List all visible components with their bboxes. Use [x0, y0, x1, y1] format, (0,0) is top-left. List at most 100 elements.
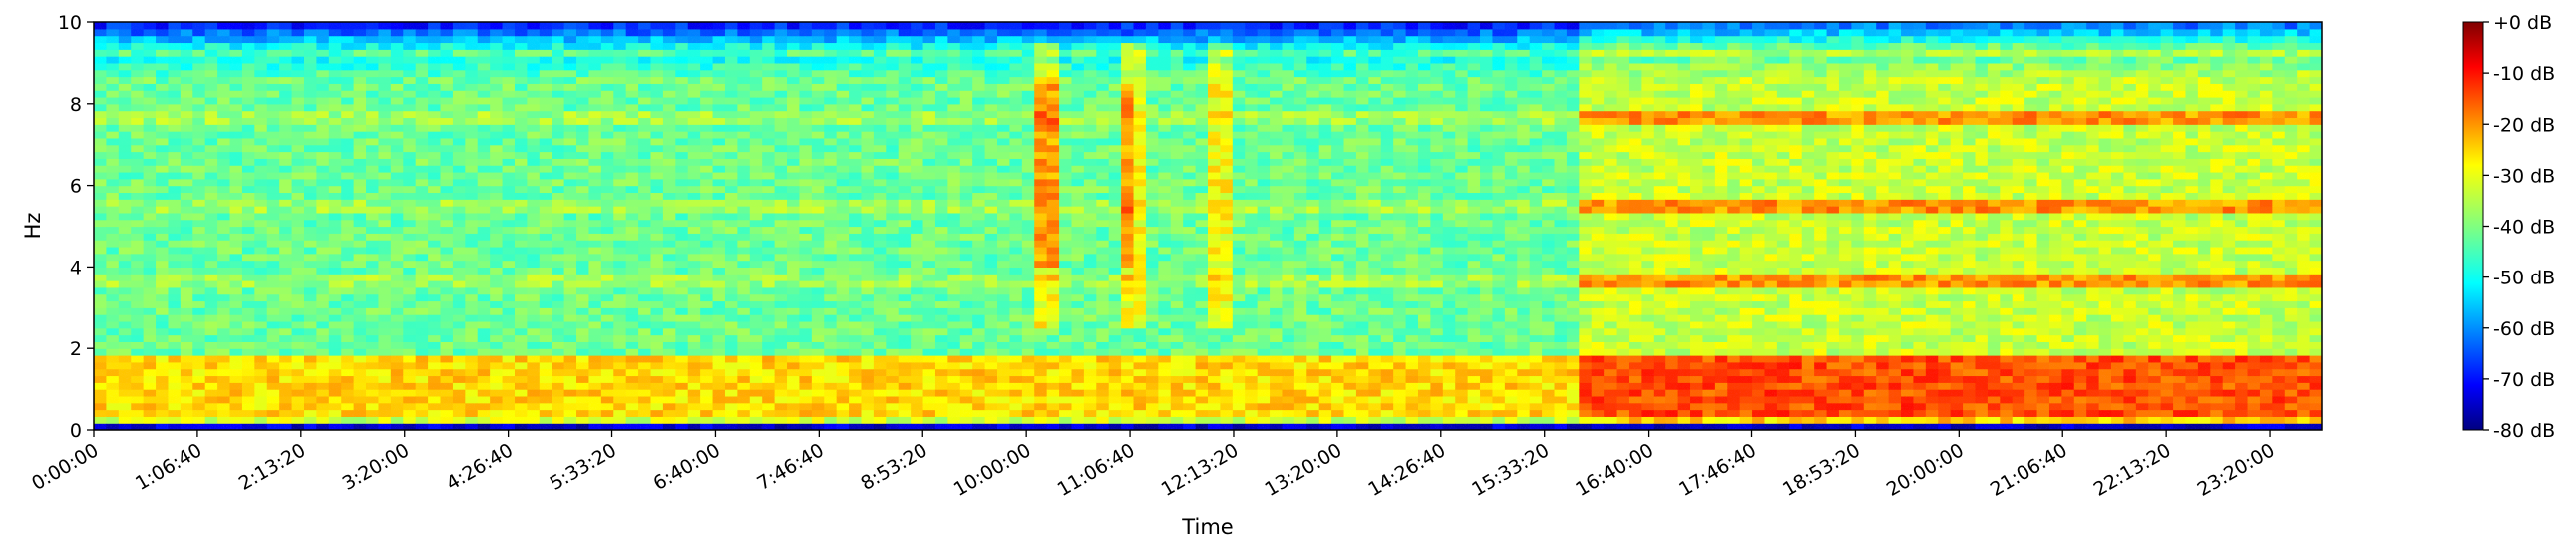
spectrogram-cell	[613, 158, 627, 166]
spectrogram-cell	[502, 280, 516, 288]
spectrogram-cell	[131, 307, 145, 315]
spectrogram-cell	[600, 274, 614, 281]
spectrogram-cell	[947, 35, 961, 44]
spectrogram-cell	[774, 416, 788, 424]
spectrogram-cell	[662, 49, 676, 57]
spectrogram-cell	[539, 192, 552, 200]
spectrogram-cell	[700, 260, 714, 268]
spectrogram-cell	[217, 375, 231, 383]
spectrogram-cell	[1021, 246, 1035, 255]
spectrogram-cell	[353, 334, 367, 342]
spectrogram-cell	[539, 110, 552, 119]
spectrogram-cell	[849, 22, 863, 30]
spectrogram-cell	[959, 361, 973, 370]
spectrogram-cell	[662, 233, 676, 241]
spectrogram-cell	[724, 83, 738, 91]
spectrogram-cell	[143, 124, 157, 132]
spectrogram-cell	[229, 389, 243, 397]
spectrogram-cell	[143, 131, 157, 139]
spectrogram-cell	[576, 423, 590, 430]
spectrogram-cell	[675, 233, 689, 241]
spectrogram-cell	[613, 219, 627, 228]
spectrogram-cell	[959, 35, 973, 44]
spectrogram-cell	[131, 341, 145, 349]
spectrogram-cell	[353, 416, 367, 424]
spectrogram-cell	[403, 307, 417, 315]
spectrogram-cell	[749, 206, 763, 214]
spectrogram-cell	[328, 42, 342, 50]
spectrogram-cell	[700, 382, 714, 390]
spectrogram-cell	[1046, 96, 1060, 105]
spectrogram-cell	[131, 293, 145, 302]
spectrogram-cell	[303, 192, 317, 200]
spectrogram-cell	[465, 110, 479, 119]
spectrogram-cell	[1046, 389, 1060, 397]
spectrogram-cell	[1083, 389, 1097, 397]
spectrogram-cell	[824, 124, 838, 132]
spectrogram-cell	[749, 267, 763, 275]
spectrogram-cell	[1096, 131, 1110, 139]
spectrogram-cell	[762, 375, 776, 383]
spectrogram-cell	[737, 219, 751, 228]
spectrogram-cell	[600, 334, 614, 342]
spectrogram-cell	[922, 307, 936, 315]
spectrogram-cell	[662, 416, 676, 424]
spectrogram-cell	[1059, 124, 1073, 132]
spectrogram-cell	[390, 416, 404, 424]
spectrogram-cell	[366, 62, 380, 71]
spectrogram-cell	[1009, 240, 1023, 248]
spectrogram-cell	[94, 314, 108, 322]
spectrogram-cell	[1096, 368, 1110, 377]
spectrogram-cell	[687, 280, 701, 288]
spectrogram-cell	[600, 110, 614, 119]
spectrogram-cell	[428, 368, 442, 377]
spectrogram-cell	[490, 280, 504, 288]
spectrogram-cell	[514, 334, 528, 342]
spectrogram-cell	[675, 137, 689, 146]
spectrogram-cell	[341, 307, 355, 315]
spectrogram-cell	[303, 320, 317, 329]
spectrogram-cell	[490, 246, 504, 255]
spectrogram-cell	[477, 286, 491, 295]
spectrogram-cell	[452, 267, 466, 275]
spectrogram-cell	[1121, 382, 1135, 390]
spectrogram-cell	[477, 35, 491, 44]
spectrogram-cell	[552, 307, 565, 315]
spectrogram-cell	[527, 409, 541, 417]
spectrogram-cell	[1021, 56, 1035, 64]
spectrogram-cell	[477, 253, 491, 262]
spectrogram-cell	[440, 382, 454, 390]
spectrogram-cell	[737, 314, 751, 322]
spectrogram-cell	[266, 144, 280, 153]
spectrogram-cell	[849, 395, 863, 404]
spectrogram-cell	[849, 327, 863, 336]
spectrogram-cell	[552, 56, 565, 64]
spectrogram-cell	[576, 165, 590, 173]
spectrogram-cell	[266, 76, 280, 84]
spectrogram-cell	[539, 402, 552, 411]
spectrogram-cell	[1096, 246, 1110, 255]
spectrogram-cell	[749, 56, 763, 64]
spectrogram-cell	[241, 320, 255, 329]
spectrogram-cell	[1083, 260, 1097, 268]
spectrogram-cell	[403, 274, 417, 281]
spectrogram-cell	[687, 144, 701, 153]
spectrogram-cell	[600, 253, 614, 262]
spectrogram-cell	[527, 117, 541, 125]
spectrogram-cell	[675, 28, 689, 37]
spectrogram-cell	[737, 76, 751, 84]
spectrogram-cell	[266, 151, 280, 159]
spectrogram-cell	[563, 131, 577, 139]
spectrogram-cell	[279, 144, 293, 153]
spectrogram-cell	[428, 402, 442, 411]
spectrogram-cell	[303, 260, 317, 268]
spectrogram-cell	[947, 423, 961, 430]
spectrogram-cell	[762, 355, 776, 363]
spectrogram-cell	[774, 192, 788, 200]
spectrogram-cell	[366, 423, 380, 430]
spectrogram-cell	[527, 49, 541, 57]
spectrogram-cell	[440, 144, 454, 153]
spectrogram-cell	[997, 199, 1011, 207]
spectrogram-cell	[799, 62, 813, 71]
spectrogram-cell	[787, 83, 801, 91]
